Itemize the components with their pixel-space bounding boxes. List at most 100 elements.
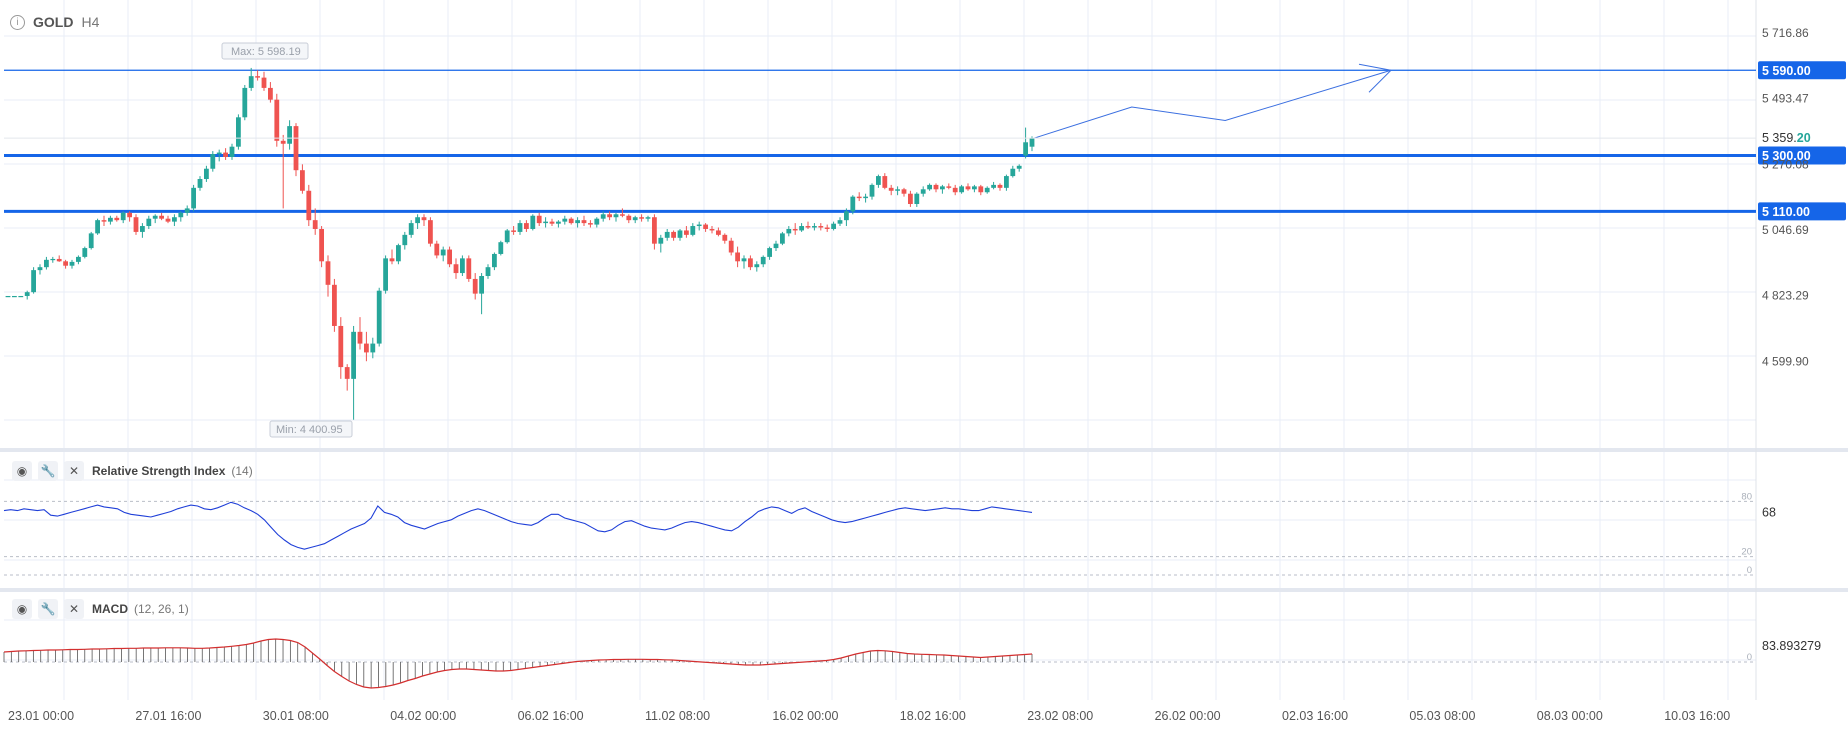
candle-body — [818, 226, 824, 228]
x-tick-label: 02.03 16:00 — [1282, 709, 1348, 723]
candle-body — [735, 252, 740, 262]
candle-body — [178, 212, 184, 218]
wrench-icon[interactable]: 🔧 — [38, 461, 58, 481]
x-tick-label: 18.02 16:00 — [900, 709, 966, 723]
x-tick-label: 06.02 16:00 — [518, 709, 584, 723]
candle-body — [306, 190, 312, 221]
macd-header: ◉ 🔧 ✕ MACD (12, 26, 1) — [12, 599, 189, 619]
level-label: 5 300.00 — [1762, 149, 1811, 163]
symbol-header: i GOLD H4 — [10, 14, 99, 30]
macd-title: MACD — [92, 602, 128, 616]
candle-body — [504, 230, 510, 243]
candle-body — [760, 256, 766, 265]
candle-body — [882, 176, 888, 188]
candle-body — [946, 186, 952, 188]
candle-body — [600, 214, 606, 219]
level-label: 5 110.00 — [1762, 205, 1810, 219]
candle-body — [402, 234, 408, 246]
candle-body — [242, 87, 248, 118]
candle-body — [191, 187, 196, 209]
y-tick-label: 4 599.90 — [1762, 354, 1809, 368]
candle-body — [524, 223, 529, 229]
x-tick-label: 04.02 00:00 — [390, 709, 456, 723]
rsi-line — [3, 501, 1033, 550]
candle-body — [421, 217, 427, 221]
candle-body — [997, 184, 1003, 188]
close-icon[interactable]: ✕ — [64, 599, 84, 619]
candle-body — [229, 146, 235, 157]
candle-body — [664, 231, 670, 238]
min-callout — [269, 420, 353, 438]
candle-body — [415, 217, 420, 224]
candle-body — [408, 223, 414, 235]
candle-body — [568, 218, 574, 224]
candle-body — [626, 215, 632, 221]
candle-body — [805, 226, 811, 228]
candle-body — [844, 211, 849, 221]
candle-body — [140, 226, 145, 232]
candle-body — [479, 275, 484, 294]
candle-body — [959, 186, 964, 193]
rsi-header: ◉ 🔧 ✕ Relative Strength Index (14) — [12, 461, 253, 481]
candle-body — [370, 343, 376, 353]
rsi-level-label: 20 — [1741, 547, 1752, 558]
candle-body — [543, 221, 548, 224]
eye-icon[interactable]: ◉ — [12, 599, 32, 619]
candle-body — [31, 270, 36, 293]
close-icon[interactable]: ✕ — [64, 461, 84, 481]
rsi-level-label: 0 — [1747, 565, 1752, 576]
candle-body — [690, 226, 696, 235]
candle-body — [255, 76, 260, 78]
eye-icon[interactable]: ◉ — [12, 461, 32, 481]
horizontal-levels[interactable]: 5 590.00 5 300.00 5 110.00 — [4, 61, 1846, 221]
candle-body — [876, 176, 881, 185]
candle-body — [165, 218, 171, 222]
rsi-value-label: 68 — [1762, 505, 1776, 519]
candle-body — [1010, 168, 1016, 177]
x-tick-label: 16.02 00:00 — [772, 709, 838, 723]
info-icon[interactable]: i — [10, 14, 25, 30]
candle-body — [44, 259, 49, 268]
wrench-icon[interactable]: 🔧 — [38, 599, 58, 619]
candle-body — [210, 154, 216, 169]
candle-body — [261, 77, 267, 88]
candle-body — [108, 217, 113, 222]
candle-body — [300, 170, 305, 191]
chart-labels: 5 716.86 5 493.47 5 270.08 5 046.69 4 823.29… — [4, 26, 1811, 438]
y-tick-label: 4 823.29 — [1762, 289, 1809, 303]
x-axis: 23.01 00:00 27.01 16:00 30.01 08:00 04.02 0… — [8, 709, 1730, 723]
y-tick-label: 5 270.08 — [1762, 157, 1809, 171]
candle-body — [965, 186, 971, 190]
candle-body — [466, 258, 472, 279]
candle-body — [837, 220, 843, 224]
candle-body — [888, 187, 894, 191]
candle-body — [722, 234, 728, 241]
candle-body — [780, 233, 785, 244]
level-badge — [1758, 61, 1846, 80]
candle-body — [1016, 165, 1022, 169]
macd-params: (12, 26, 1) — [134, 602, 189, 616]
timeframe-label[interactable]: H4 — [81, 14, 100, 30]
rsi-params: (14) — [231, 464, 253, 478]
candle-body — [120, 212, 126, 221]
candle-body — [18, 295, 24, 298]
x-tick-label: 30.01 08:00 — [263, 709, 329, 723]
candle-body — [332, 284, 337, 326]
candle-body — [325, 261, 331, 285]
arrow-head — [1368, 69, 1392, 93]
candle-body — [812, 226, 817, 228]
macd-zero-label: 0 — [1747, 652, 1752, 663]
candle-body — [197, 179, 203, 188]
candle-body — [376, 290, 382, 344]
candle-body — [152, 215, 158, 219]
candle-body — [850, 196, 856, 212]
last-price-label: 5 359.20 — [1762, 131, 1811, 145]
symbol-name: GOLD — [33, 14, 74, 30]
projection-line[interactable] — [1033, 63, 1392, 139]
candle-body — [607, 214, 612, 218]
candle-body — [24, 292, 30, 296]
candle-body — [434, 243, 440, 256]
level-badge — [1758, 146, 1846, 165]
candle-body — [594, 218, 600, 225]
